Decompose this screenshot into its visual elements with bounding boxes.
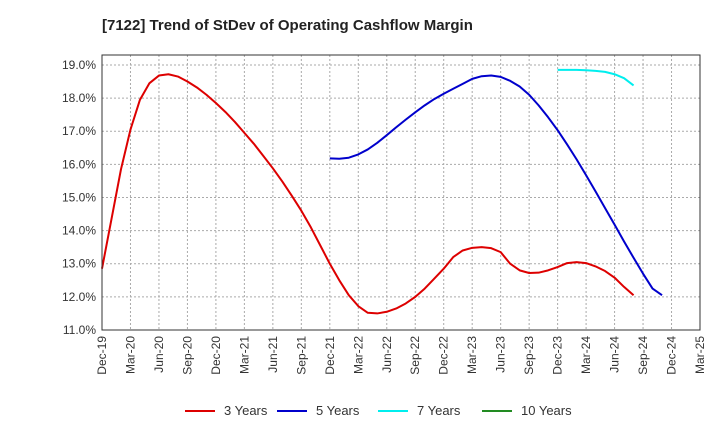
y-tick-label: 17.0% bbox=[62, 124, 96, 138]
x-tick-label: Sep-24 bbox=[636, 336, 650, 375]
series-line-7-years bbox=[557, 68, 635, 87]
y-tick-label: 18.0% bbox=[62, 91, 96, 105]
x-tick-label: Mar-21 bbox=[237, 336, 251, 374]
x-tick-label: Dec-19 bbox=[95, 336, 109, 375]
x-tick-label: Dec-23 bbox=[551, 336, 565, 375]
plot-area-frame bbox=[101, 54, 701, 331]
legend-label: 10 Years bbox=[521, 403, 572, 418]
grid-lines bbox=[102, 55, 700, 331]
y-tick-label: 19.0% bbox=[62, 58, 96, 72]
x-tick-label: Jun-22 bbox=[380, 336, 394, 373]
x-tick-label: Jun-20 bbox=[152, 336, 166, 373]
x-tick-label: Sep-20 bbox=[180, 336, 194, 375]
x-tick-label: Mar-25 bbox=[693, 336, 707, 374]
legend: 3 Years 5 Years 7 Years 10 Years bbox=[185, 403, 572, 418]
x-tick-label: Jun-24 bbox=[608, 336, 622, 373]
legend-label: 5 Years bbox=[316, 403, 360, 418]
legend-label: 3 Years bbox=[224, 403, 268, 418]
x-axis-tick-labels: Dec-19 Mar-20 Jun-20 Sep-20 Dec-20 Mar-21 Jun-… bbox=[95, 336, 707, 375]
series-line-3-years bbox=[101, 73, 635, 315]
series-line-5-years bbox=[329, 74, 663, 297]
y-tick-label: 12.0% bbox=[62, 290, 96, 304]
y-tick-label: 16.0% bbox=[62, 157, 96, 171]
x-tick-label: Sep-23 bbox=[522, 336, 536, 375]
x-tick-label: Dec-21 bbox=[323, 336, 337, 375]
series-lines bbox=[101, 68, 663, 315]
chart-title: [7122] Trend of StDev of Operating Cashf… bbox=[102, 17, 473, 34]
y-axis-tick-labels: 11.0% 12.0% 13.0% 14.0% 15.0% 16.0% 17.0% 18.0%… bbox=[62, 58, 96, 337]
x-tick-label: Dec-20 bbox=[209, 336, 223, 375]
y-tick-label: 11.0% bbox=[63, 323, 96, 337]
x-tick-label: Mar-20 bbox=[123, 336, 137, 374]
y-tick-label: 13.0% bbox=[62, 257, 96, 271]
x-tick-label: Mar-24 bbox=[579, 336, 593, 374]
y-tick-label: 14.0% bbox=[62, 224, 96, 238]
y-tick-label: 15.0% bbox=[62, 190, 96, 204]
x-tick-label: Dec-24 bbox=[665, 336, 679, 375]
x-tick-label: Jun-23 bbox=[494, 336, 508, 373]
x-tick-label: Dec-22 bbox=[437, 336, 451, 375]
x-tick-label: Mar-22 bbox=[351, 336, 365, 374]
x-tick-label: Jun-21 bbox=[266, 336, 280, 373]
x-tick-label: Mar-23 bbox=[465, 336, 479, 374]
x-tick-label: Sep-22 bbox=[408, 336, 422, 375]
x-tick-label: Sep-21 bbox=[294, 336, 308, 375]
legend-label: 7 Years bbox=[417, 403, 461, 418]
